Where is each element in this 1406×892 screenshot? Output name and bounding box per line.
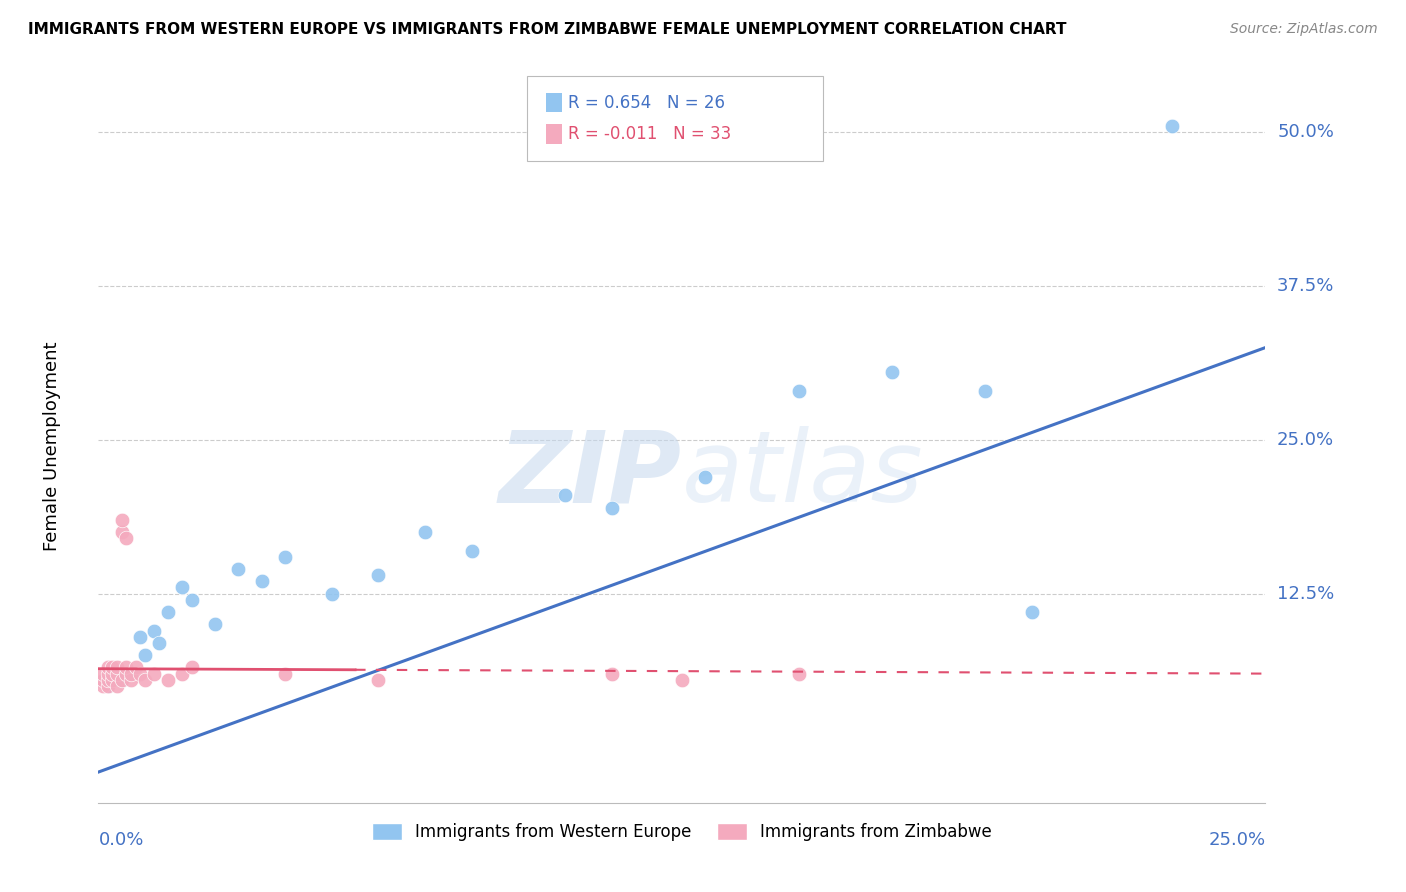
Point bbox=[321, 587, 343, 601]
Point bbox=[120, 673, 142, 687]
Point bbox=[204, 617, 226, 632]
Text: 25.0%: 25.0% bbox=[1277, 431, 1334, 449]
Point bbox=[461, 543, 484, 558]
Point bbox=[97, 660, 120, 674]
Point bbox=[367, 568, 389, 582]
Point bbox=[101, 666, 124, 681]
Point bbox=[115, 531, 138, 545]
Point bbox=[111, 525, 134, 540]
Point bbox=[180, 660, 202, 674]
Point bbox=[274, 549, 297, 564]
Point bbox=[120, 666, 142, 681]
Point bbox=[143, 624, 166, 638]
Text: 37.5%: 37.5% bbox=[1277, 277, 1334, 295]
Point bbox=[250, 574, 273, 589]
Point bbox=[129, 630, 152, 644]
Point bbox=[91, 673, 114, 687]
Point bbox=[671, 673, 693, 687]
Point bbox=[97, 679, 120, 693]
Point bbox=[111, 513, 134, 527]
Text: Female Unemployment: Female Unemployment bbox=[42, 342, 60, 550]
Text: R = -0.011   N = 33: R = -0.011 N = 33 bbox=[568, 125, 731, 143]
Point bbox=[134, 648, 156, 662]
Point bbox=[172, 666, 194, 681]
Point bbox=[787, 666, 810, 681]
Point bbox=[97, 679, 120, 693]
Text: 50.0%: 50.0% bbox=[1277, 123, 1334, 141]
Point bbox=[115, 660, 138, 674]
Point bbox=[105, 679, 128, 693]
Point bbox=[554, 488, 576, 502]
Point bbox=[97, 673, 120, 687]
Point bbox=[120, 666, 142, 681]
Point bbox=[91, 679, 114, 693]
Legend: Immigrants from Western Europe, Immigrants from Zimbabwe: Immigrants from Western Europe, Immigran… bbox=[366, 816, 998, 848]
Point bbox=[105, 660, 128, 674]
Point bbox=[180, 592, 202, 607]
Point bbox=[97, 666, 120, 681]
Point bbox=[600, 500, 623, 515]
Point bbox=[101, 660, 124, 674]
Point bbox=[148, 636, 170, 650]
Point bbox=[413, 525, 436, 540]
Text: atlas: atlas bbox=[682, 426, 924, 523]
Point bbox=[105, 666, 128, 681]
Point bbox=[367, 673, 389, 687]
Text: Source: ZipAtlas.com: Source: ZipAtlas.com bbox=[1230, 22, 1378, 37]
Point bbox=[695, 469, 717, 483]
Point bbox=[1021, 605, 1043, 619]
Text: R = 0.654   N = 26: R = 0.654 N = 26 bbox=[568, 94, 725, 112]
Point bbox=[134, 673, 156, 687]
Point bbox=[172, 581, 194, 595]
Text: IMMIGRANTS FROM WESTERN EUROPE VS IMMIGRANTS FROM ZIMBABWE FEMALE UNEMPLOYMENT C: IMMIGRANTS FROM WESTERN EUROPE VS IMMIGR… bbox=[28, 22, 1067, 37]
Point bbox=[600, 666, 623, 681]
Point bbox=[157, 673, 180, 687]
Text: 25.0%: 25.0% bbox=[1208, 831, 1265, 849]
Point bbox=[274, 666, 297, 681]
Point bbox=[129, 666, 152, 681]
Point bbox=[1161, 119, 1184, 133]
Text: 12.5%: 12.5% bbox=[1277, 584, 1334, 603]
Point bbox=[974, 384, 997, 398]
Point bbox=[880, 365, 903, 379]
Point bbox=[787, 384, 810, 398]
Text: ZIP: ZIP bbox=[499, 426, 682, 523]
Text: 0.0%: 0.0% bbox=[98, 831, 143, 849]
Point bbox=[111, 673, 134, 687]
Point bbox=[228, 562, 250, 576]
Point bbox=[115, 666, 138, 681]
Point bbox=[101, 673, 124, 687]
Point bbox=[91, 666, 114, 681]
Point bbox=[143, 666, 166, 681]
Point bbox=[125, 660, 148, 674]
Point bbox=[157, 605, 180, 619]
Point bbox=[111, 673, 134, 687]
